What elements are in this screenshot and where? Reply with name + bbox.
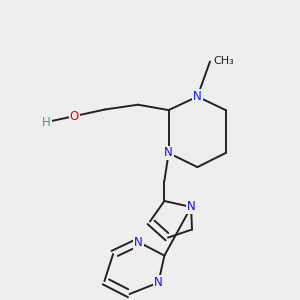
Text: N: N <box>193 90 202 103</box>
Text: N: N <box>154 276 163 289</box>
Text: O: O <box>70 110 79 123</box>
Text: N: N <box>164 146 173 160</box>
Text: N: N <box>134 236 143 249</box>
Text: CH₃: CH₃ <box>213 56 234 67</box>
Text: H: H <box>42 116 51 129</box>
Text: N: N <box>187 200 196 214</box>
